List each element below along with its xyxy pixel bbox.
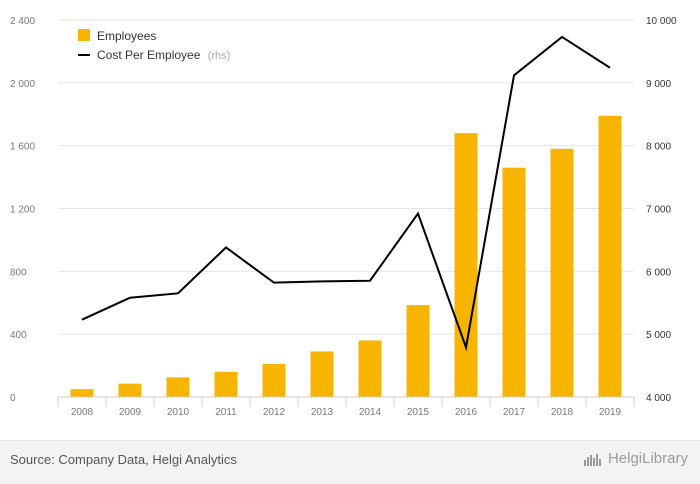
employees-bars	[70, 115, 622, 397]
bar-employees	[454, 133, 478, 397]
x-tick-label: 2019	[599, 407, 622, 418]
source-text: Source: Company Data, Helgi Analytics	[10, 452, 237, 467]
left-tick-label: 400	[10, 330, 27, 341]
left-tick-label: 1 600	[10, 142, 35, 153]
bar-employees	[550, 148, 574, 397]
right-tick-label: 6 000	[646, 267, 671, 278]
left-tick-label: 2 000	[10, 79, 35, 90]
legend-swatch-employees	[78, 29, 90, 41]
legend-label-cost-per-employee: Cost Per Employee (rhs)	[97, 48, 230, 62]
legend: Employees Cost Per Employee (rhs)	[78, 29, 230, 62]
bar-employees	[262, 364, 286, 397]
cost-per-employee-line	[81, 35, 611, 352]
bar-employees	[502, 167, 526, 397]
x-tick-label: 2011	[215, 407, 237, 418]
x-tick-label: 2015	[407, 407, 430, 418]
legend-label-employees: Employees	[97, 29, 156, 43]
right-tick-label: 4 000	[646, 393, 671, 404]
bar-employees	[406, 305, 430, 397]
bar-employees	[598, 115, 622, 397]
x-tick-label: 2010	[167, 407, 190, 418]
right-axis: 4 000 5 000 6 000 7 000 8 000 9 000 10 000	[646, 16, 677, 404]
bar-employees	[70, 389, 94, 397]
x-tick-label: 2014	[359, 407, 382, 418]
footer: Source: Company Data, Helgi Analytics He…	[0, 440, 700, 484]
right-tick-label: 10 000	[646, 16, 677, 27]
left-axis: 0 400 800 1 200 1 600 2 000 2 400	[10, 16, 35, 404]
bar-employees	[214, 371, 238, 397]
gridlines	[58, 19, 634, 398]
bar-employees	[118, 383, 142, 397]
brand[interactable]: HelgiLibrary	[583, 450, 688, 467]
left-tick-label: 0	[10, 393, 16, 404]
bar-employees	[310, 351, 334, 397]
right-tick-label: 9 000	[646, 79, 671, 90]
x-tick-label: 2013	[311, 407, 334, 418]
right-tick-label: 5 000	[646, 330, 671, 341]
line-cost-per-employee	[81, 35, 611, 352]
left-tick-label: 2 400	[10, 16, 35, 27]
right-tick-label: 8 000	[646, 142, 671, 153]
x-tick-label: 2009	[119, 407, 142, 418]
x-tick-label: 2018	[551, 407, 574, 418]
x-tick-label: 2008	[71, 407, 94, 418]
left-tick-label: 800	[10, 267, 27, 278]
bar-employees	[358, 340, 382, 397]
brand-name: HelgiLibrary	[607, 450, 688, 467]
left-tick-label: 1 200	[10, 205, 35, 216]
x-axis: 2008 2009 2010 2011 2012 2013 2014 2015 2016 2017…	[57, 396, 635, 418]
combo-chart: 0 400 800 1 200 1 600 2 000 2 400 4 000 5 000 6 …	[10, 16, 677, 418]
helgi-logo-icon	[583, 453, 601, 466]
bar-employees	[166, 377, 190, 397]
x-tick-label: 2017	[503, 407, 526, 418]
x-tick-label: 2016	[455, 407, 478, 418]
x-tick-label: 2012	[263, 407, 286, 418]
right-tick-label: 7 000	[646, 205, 671, 216]
